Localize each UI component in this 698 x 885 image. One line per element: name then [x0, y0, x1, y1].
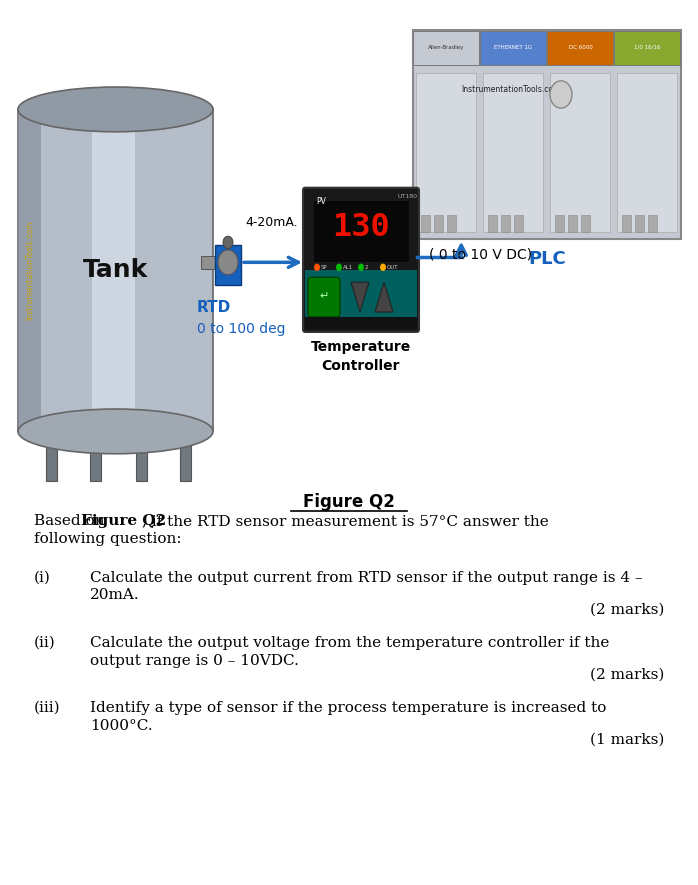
Text: Figure Q2: Figure Q2: [81, 514, 166, 528]
Text: output range is 0 – 10VDC.: output range is 0 – 10VDC.: [90, 654, 299, 667]
Bar: [46, 431, 57, 481]
Text: (2 marks): (2 marks): [590, 667, 664, 681]
Bar: [413, 30, 681, 239]
Circle shape: [380, 264, 386, 271]
Text: DC 6000: DC 6000: [569, 45, 593, 50]
Text: following question:: following question:: [34, 532, 181, 546]
Bar: [180, 431, 191, 481]
Text: ↵: ↵: [319, 291, 329, 301]
Bar: [92, 110, 135, 431]
Bar: [547, 31, 613, 65]
Bar: [483, 73, 543, 233]
Bar: [488, 215, 497, 233]
Text: RTD: RTD: [197, 300, 231, 314]
Text: , if the RTD sensor measurement is 57°C answer the: , if the RTD sensor measurement is 57°C …: [142, 514, 549, 528]
Bar: [635, 215, 644, 233]
Text: Allen-Bradley: Allen-Bradley: [429, 45, 465, 50]
Circle shape: [223, 236, 233, 249]
Bar: [416, 73, 476, 233]
Ellipse shape: [18, 409, 213, 454]
Bar: [305, 317, 417, 329]
Text: PV: PV: [316, 196, 326, 206]
Text: InstrumentationTools.com: InstrumentationTools.com: [461, 85, 560, 94]
Text: 2: 2: [365, 265, 369, 270]
Text: Calculate the output current from RTD sensor if the output range is 4 –: Calculate the output current from RTD se…: [90, 571, 643, 585]
Polygon shape: [375, 282, 393, 312]
Text: ETHERNET 1G: ETHERNET 1G: [494, 45, 533, 50]
Circle shape: [336, 264, 342, 271]
Text: (ii): (ii): [34, 636, 56, 650]
Text: PLC: PLC: [528, 250, 566, 267]
Bar: [550, 73, 610, 233]
Text: Temperature: Temperature: [311, 340, 411, 354]
Bar: [18, 110, 41, 431]
Bar: [617, 73, 677, 233]
Polygon shape: [351, 282, 369, 312]
Text: (i): (i): [34, 571, 51, 585]
Bar: [413, 31, 479, 65]
Text: Based on: Based on: [34, 514, 110, 528]
Bar: [447, 215, 456, 233]
Bar: [215, 245, 241, 285]
Bar: [555, 215, 564, 233]
Text: Figure Q2: Figure Q2: [303, 493, 395, 512]
Bar: [90, 431, 101, 481]
Bar: [136, 431, 147, 481]
Bar: [434, 215, 443, 233]
Text: 0 to 100 deg: 0 to 100 deg: [197, 322, 285, 336]
Bar: [581, 215, 590, 233]
FancyBboxPatch shape: [308, 277, 340, 317]
FancyArrowPatch shape: [244, 258, 298, 267]
Text: Calculate the output voltage from the temperature controller if the: Calculate the output voltage from the te…: [90, 636, 609, 650]
Text: 1/0 16/16: 1/0 16/16: [634, 45, 661, 50]
Text: (1 marks): (1 marks): [590, 733, 664, 747]
Bar: [313, 200, 409, 262]
Text: 20mA.: 20mA.: [90, 589, 140, 603]
Bar: [614, 31, 680, 65]
Text: OUT: OUT: [387, 265, 399, 270]
FancyArrowPatch shape: [456, 245, 466, 256]
Text: UT180: UT180: [397, 194, 417, 198]
Text: 1000°C.: 1000°C.: [90, 719, 153, 733]
Text: Tank: Tank: [83, 258, 148, 282]
Circle shape: [358, 264, 364, 271]
Bar: [201, 256, 217, 268]
Text: Identify a type of sensor if the process temperature is increased to: Identify a type of sensor if the process…: [90, 701, 607, 715]
Text: (2 marks): (2 marks): [590, 603, 664, 616]
Text: Controller: Controller: [322, 358, 400, 373]
Bar: [622, 215, 631, 233]
Ellipse shape: [18, 87, 213, 132]
FancyBboxPatch shape: [303, 188, 419, 332]
Bar: [568, 215, 577, 233]
Text: InstrumentationTools.com: InstrumentationTools.com: [26, 220, 34, 320]
Circle shape: [314, 264, 320, 271]
Circle shape: [218, 250, 238, 274]
Bar: [18, 110, 213, 431]
Bar: [514, 215, 523, 233]
Circle shape: [550, 81, 572, 108]
Bar: [421, 215, 430, 233]
Bar: [480, 31, 546, 65]
Text: 130: 130: [332, 212, 390, 243]
Bar: [305, 270, 417, 317]
Text: ( 0 to 10 V DC): ( 0 to 10 V DC): [429, 248, 532, 262]
Text: SP: SP: [321, 265, 328, 270]
Text: (iii): (iii): [34, 701, 61, 715]
Text: 4-20mA.: 4-20mA.: [245, 216, 297, 229]
Bar: [501, 215, 510, 233]
Bar: [648, 215, 657, 233]
Text: AL1: AL1: [343, 265, 353, 270]
